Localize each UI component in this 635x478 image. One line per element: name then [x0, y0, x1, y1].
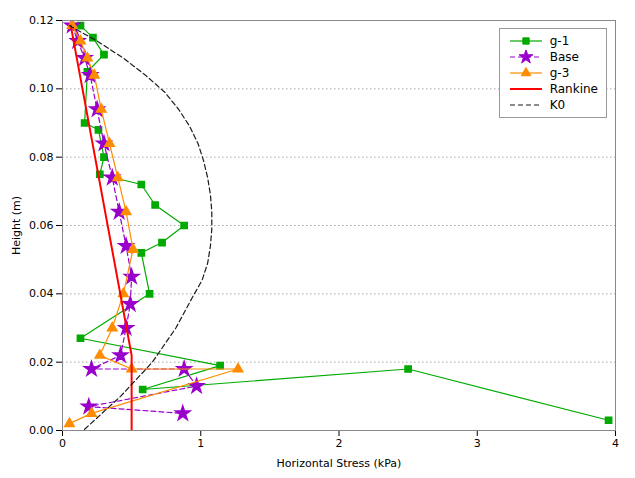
svg-text:0.06: 0.06 — [29, 219, 54, 232]
html-text:g-1: g-1 — [549, 34, 570, 48]
svg-text:0.00: 0.00 — [29, 424, 54, 437]
svg-text:4: 4 — [612, 437, 619, 450]
svg-text:2: 2 — [336, 437, 343, 450]
svg-text:0.10: 0.10 — [29, 82, 54, 95]
svg-text:0: 0 — [59, 437, 66, 450]
svg-text:Height (m): Height (m) — [10, 196, 23, 255]
html-text:Rankine: Rankine — [549, 82, 598, 96]
svg-text:1: 1 — [197, 437, 204, 450]
svg-text:0.12: 0.12 — [29, 14, 54, 27]
svg-text:0.08: 0.08 — [29, 151, 54, 164]
html-text:K0: K0 — [549, 98, 566, 112]
html-text:Base: Base — [549, 50, 579, 64]
svg-text:0.02: 0.02 — [29, 356, 54, 369]
svg-text:0.04: 0.04 — [29, 287, 54, 300]
svg-text:Horizontal Stress (kPa): Horizontal Stress (kPa) — [277, 457, 402, 470]
svg-text:3: 3 — [474, 437, 481, 450]
html-text:g-3: g-3 — [549, 66, 570, 80]
